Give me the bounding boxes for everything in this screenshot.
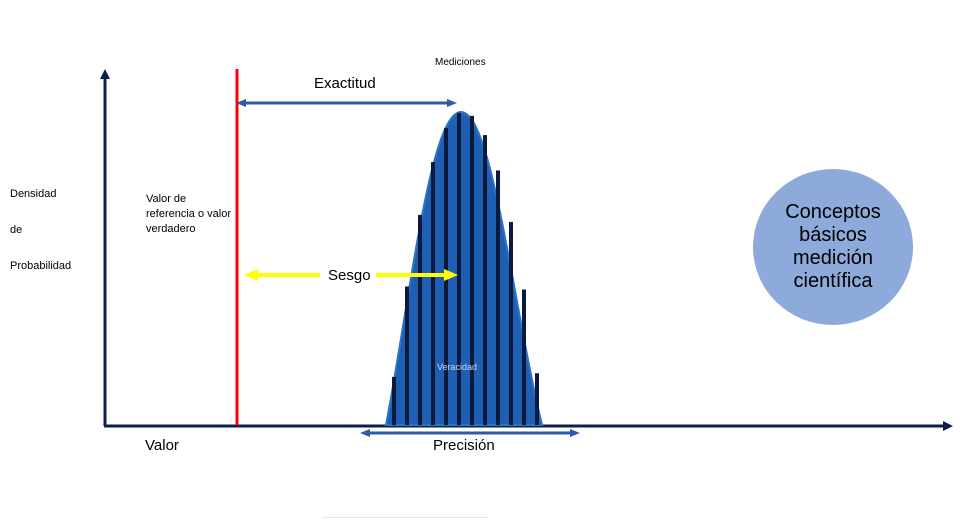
measurement-bar: [509, 221, 513, 425]
measurement-bar: [535, 373, 539, 425]
measurement-bar: [405, 286, 409, 425]
concept-circle-text: Conceptos básicos medición científica: [785, 201, 881, 292]
exactitud-label: Exactitud: [314, 75, 376, 92]
measurement-bar: [431, 162, 435, 425]
y-axis-label-line3: Probabilidad: [10, 260, 72, 272]
measurement-bar: [522, 289, 526, 425]
veracidad-label: Veracidad: [437, 362, 478, 372]
valor-label: Valor: [145, 437, 179, 454]
precision-label: Precisión: [433, 437, 495, 454]
distribution-curve: [384, 110, 544, 426]
y-axis-label-line1: Densidad: [10, 188, 57, 200]
divider: [322, 517, 488, 518]
measurement-bar: [470, 115, 474, 425]
y-axis-label-line2: de: [10, 224, 23, 236]
sesgo-label: Sesgo: [328, 267, 371, 284]
measurement-bar: [392, 376, 396, 425]
measurement-bar: [418, 214, 422, 425]
measurement-bar: [457, 112, 461, 425]
measurement-bar: [496, 170, 500, 425]
mediciones-label: Mediciones: [435, 57, 486, 68]
y-axis-label: Densidad de Probabilidad: [10, 176, 71, 284]
concept-circle: Conceptos básicos medición científica: [753, 169, 913, 325]
measurement-bar: [483, 135, 487, 425]
reference-value-label: Valor de referencia o valor verdadero: [146, 193, 231, 235]
